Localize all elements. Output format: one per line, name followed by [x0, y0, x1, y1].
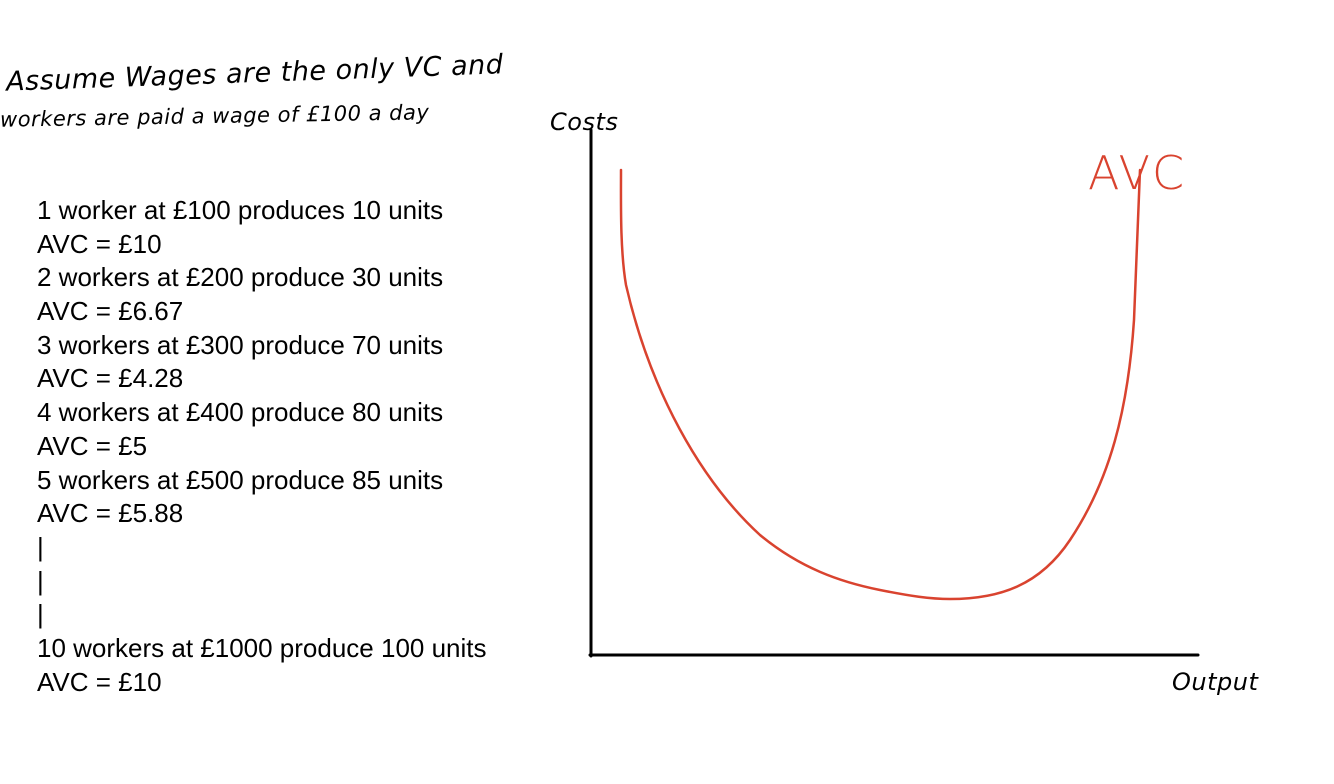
calc-line: AVC = £4.28: [37, 363, 184, 394]
calc-ellipsis-bar: |: [37, 565, 44, 596]
calc-line: 4 workers at £400 produce 80 units: [37, 397, 444, 428]
calc-line: 2 workers at £200 produce 30 units: [37, 262, 444, 293]
avc-curve-label: AVC: [1088, 146, 1187, 200]
avc-calculation-list: 1 worker at £100 produces 10 units AVC =…: [37, 194, 487, 699]
calc-line: 10 workers at £1000 produce 100 units: [37, 632, 487, 663]
calc-line: AVC = £10: [37, 666, 162, 697]
calc-line: AVC = £5: [37, 430, 148, 461]
calc-line: AVC = £10: [37, 228, 162, 259]
avc-curve: [619, 168, 1142, 601]
calc-line: 5 workers at £500 produce 85 units: [37, 464, 444, 495]
x-axis-label: Output: [1172, 668, 1259, 696]
calc-ellipsis-bar: |: [37, 599, 44, 630]
calc-ellipsis-bar: |: [37, 531, 44, 562]
calc-line: AVC = £5.88: [37, 498, 184, 529]
y-axis-label: Costs: [550, 108, 619, 136]
calc-line: AVC = £6.67: [37, 296, 184, 327]
calc-line: 3 workers at £300 produce 70 units: [37, 329, 444, 360]
calc-line: 1 worker at £100 produces 10 units: [37, 195, 444, 225]
